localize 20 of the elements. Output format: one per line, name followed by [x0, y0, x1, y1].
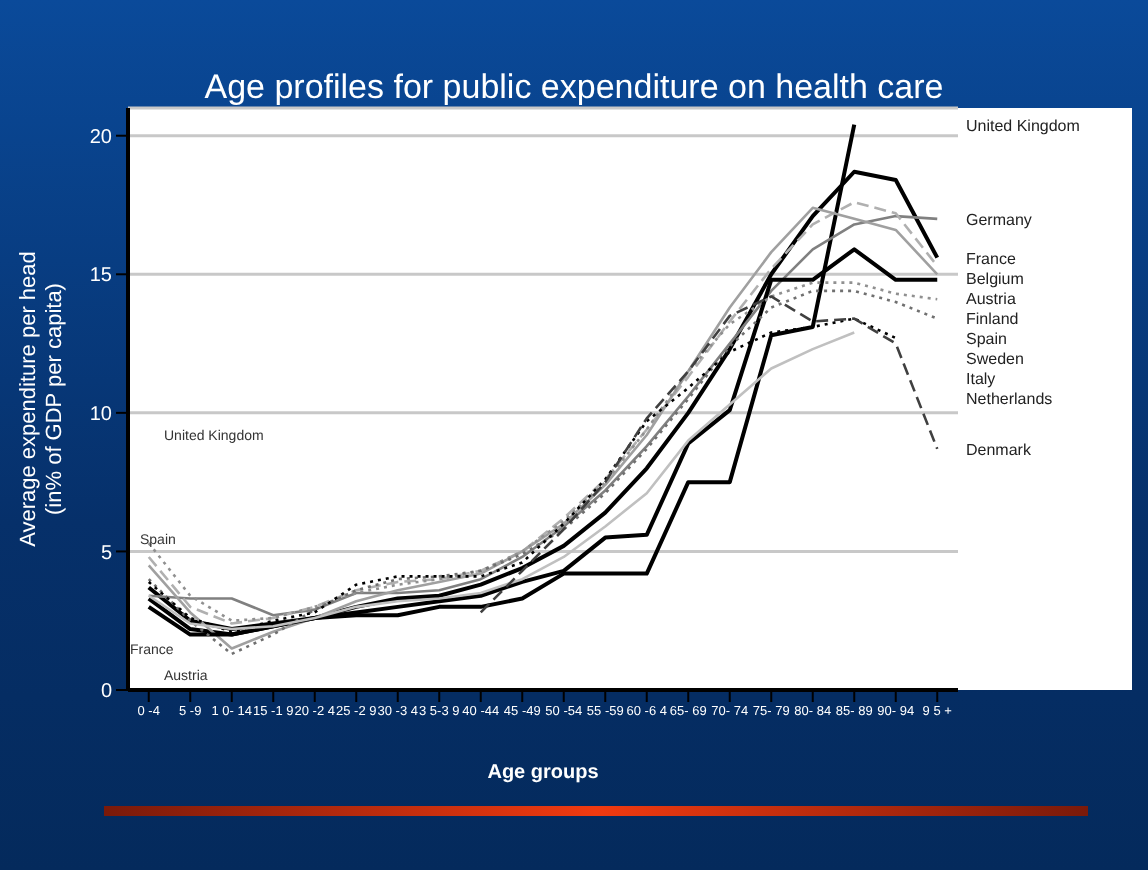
text: Finland	[966, 309, 1019, 328]
series-label: Belgium	[966, 269, 1025, 288]
y-tick-label: 15	[89, 265, 113, 288]
text: Sweden	[966, 349, 1024, 368]
y-tick-label: 5	[100, 542, 113, 565]
x-axis-title: Age groups	[487, 762, 600, 784]
text: Austria	[966, 289, 1017, 308]
text: Netherlands	[966, 389, 1053, 408]
text: Italy	[966, 369, 996, 388]
line-series	[479, 295, 939, 614]
y-axis-title: Average expenditure per head (in% of GDP per capita)	[17, 251, 67, 547]
y-tick-label: 20	[89, 126, 113, 149]
y-tick-label: 0	[100, 681, 113, 704]
chart-title: Age profiles for public expenditure on health care	[204, 68, 944, 106]
text: United Kingdom	[966, 116, 1081, 135]
text: Spain	[966, 329, 1007, 348]
series-label: Germany	[966, 210, 1032, 229]
series-label: Denmark	[966, 440, 1033, 459]
series-label: France	[966, 249, 1017, 268]
y-tick-label: 10	[89, 403, 113, 426]
